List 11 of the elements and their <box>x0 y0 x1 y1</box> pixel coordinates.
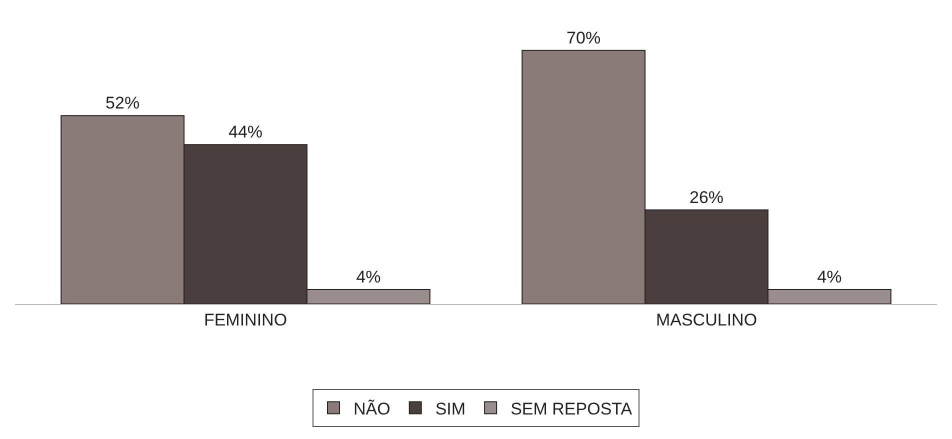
x-tick-label: MASCULINO <box>656 310 758 330</box>
data-label: 44% <box>228 122 263 142</box>
legend-label: SEM REPOSTA <box>510 399 633 418</box>
legend-label: NÃO <box>354 399 390 418</box>
legend-label: SIM <box>435 399 466 418</box>
data-label: 52% <box>106 94 140 113</box>
data-label: 4% <box>817 268 842 287</box>
data-label: 70% <box>566 28 601 48</box>
data-label: 4% <box>356 268 381 287</box>
x-tick-label: FEMININO <box>204 310 288 330</box>
data-label: 26% <box>689 188 724 207</box>
